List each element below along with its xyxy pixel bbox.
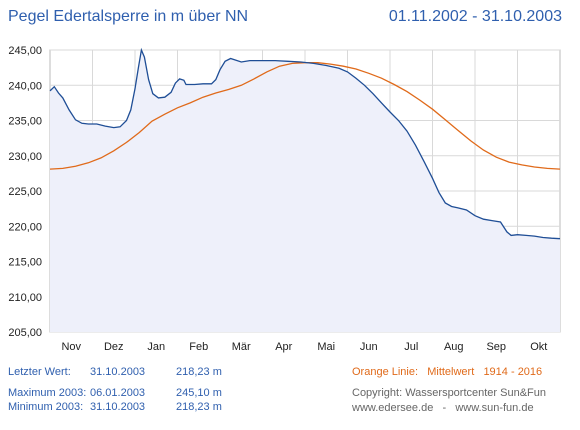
max-date: 06.01.2003 [90, 387, 146, 399]
x-tick-label: Jul [404, 341, 418, 353]
min-value: 218,23 m [176, 401, 222, 413]
x-tick-label: Jun [360, 341, 378, 353]
min-date: 31.10.2003 [90, 401, 146, 413]
x-tick-label: Nov [61, 341, 81, 353]
y-tick-label: 245,00 [8, 45, 42, 57]
x-tick-label: Mai [317, 341, 335, 353]
y-tick-label: 235,00 [8, 116, 42, 128]
mean-legend: Orange Linie: Mittelwert 1914 - 2016 [352, 366, 543, 378]
level-area [50, 50, 560, 332]
chart-title: Pegel Edertalsperre in m über NN [8, 8, 249, 25]
x-tick-label: Jan [147, 341, 165, 353]
y-tick-label: 225,00 [8, 186, 42, 198]
y-tick-label: 220,00 [8, 221, 42, 233]
max-value: 245,10 m [176, 387, 222, 399]
x-axis-ticks: Nov Dez Jan Feb Mär Apr Mai Jun Jul Aug Sep Okt [61, 341, 547, 353]
y-tick-label: 210,00 [8, 292, 42, 304]
level-series-line [49, 47, 561, 240]
y-axis-ticks: 205,00 210,00 215,00 220,00 225,00 230,00 235,… [8, 45, 42, 339]
y-tick-label: 230,00 [8, 151, 42, 163]
x-tick-label: Okt [530, 341, 547, 353]
x-tick-label: Sep [486, 341, 506, 353]
website-links: www.edersee.de - www.sun-fun.de [352, 402, 534, 414]
x-tick-label: Feb [189, 341, 208, 353]
x-tick-label: Apr [275, 341, 292, 353]
y-tick-label: 215,00 [8, 257, 42, 269]
x-tick-label: Mär [232, 341, 251, 353]
y-tick-label: 205,00 [8, 327, 42, 339]
last-value-date: 31.10.2003 [90, 366, 146, 378]
chart-period: 01.11.2002 - 31.10.2003 [388, 8, 562, 25]
min-label: Minimum 2003: [8, 401, 84, 413]
copyright-text: Copyright: Wassersportcenter Sun&Fun [352, 387, 547, 399]
x-tick-label: Dez [104, 341, 124, 353]
last-value-label: Letzter Wert: [8, 366, 71, 378]
y-tick-label: 240,00 [8, 80, 42, 92]
x-tick-label: Aug [444, 341, 464, 353]
last-value-amount: 218,23 m [176, 366, 222, 378]
max-label: Maximum 2003: [8, 387, 87, 399]
